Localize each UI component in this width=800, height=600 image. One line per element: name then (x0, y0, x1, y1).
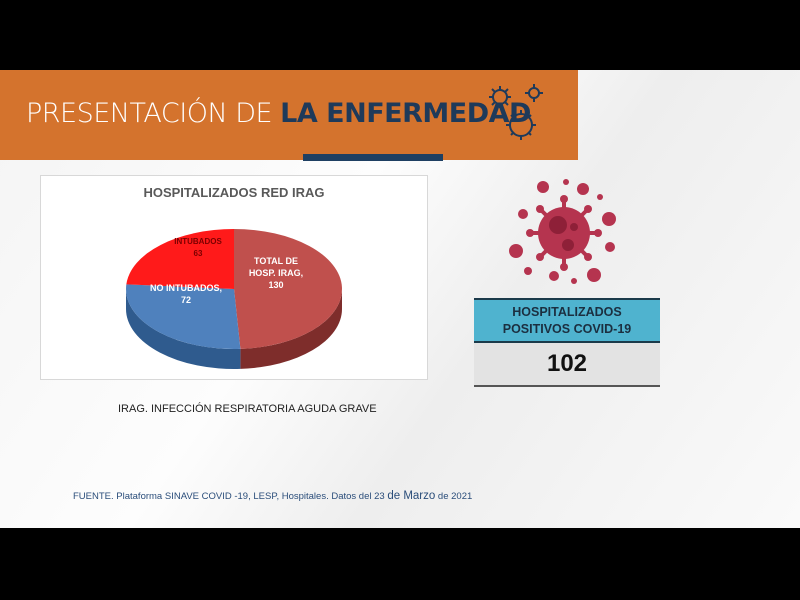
slice-intubados (126, 229, 234, 289)
irag-note: IRAG. INFECCIÓN RESPIRATORIA AGUDA GRAVE (118, 403, 377, 415)
pie-chart: HOSPITALIZADOS RED IRAG TOTAL DE HOSP. I… (40, 175, 428, 380)
slice-total (234, 229, 343, 349)
source-note: FUENTE. Plataforma SINAVE COVID -19, LES… (73, 490, 472, 502)
label-total-value: 130 (268, 280, 284, 290)
slide: PRESENTACIÓN DE LA ENFERMEDAD HOSPITALIZ… (0, 70, 800, 528)
covid-count: 102 (474, 343, 660, 387)
header-underline (303, 154, 443, 161)
page-title: PRESENTACIÓN DE LA ENFERMEDAD (26, 98, 531, 129)
slice-no-intubados-side (125, 289, 241, 369)
covid-card-header: HOSPITALIZADOS POSITIVOS COVID-19 (474, 298, 660, 343)
label-intubados-value: 63 (193, 249, 203, 258)
title-bold: LA ENFERMEDAD (280, 98, 531, 129)
label-intubados: INTUBADOS 63 (153, 236, 243, 260)
covid-hospitalized-card: HOSPITALIZADOS POSITIVOS COVID-19 102 (474, 298, 660, 387)
label-no-intubados-value: 72 (180, 295, 191, 305)
title-light: PRESENTACIÓN DE (26, 98, 281, 129)
virus-icon (489, 84, 543, 140)
label-total: TOTAL DE HOSP. IRAG, 130 (231, 255, 321, 291)
label-total-line1: TOTAL DE (253, 256, 298, 266)
source-month: de Marzo (387, 490, 436, 502)
covid-label-line1: HOSPITALIZADOS (512, 304, 622, 319)
slice-no-intubados (125, 284, 241, 349)
coronavirus-icon (509, 179, 616, 284)
pie-svg (125, 229, 343, 369)
source-year: de 2021 (435, 491, 473, 502)
label-no-intubados: NO INTUBADOS, 72 (141, 282, 231, 306)
label-no-intubados-text: NO INTUBADOS, (150, 283, 222, 293)
chart-title: HOSPITALIZADOS RED IRAG (143, 185, 325, 200)
label-total-line2: HOSP. IRAG, (248, 268, 304, 278)
label-intubados-text: INTUBADOS (174, 237, 222, 246)
source-text: FUENTE. Plataforma SINAVE COVID -19, LES… (73, 491, 388, 502)
covid-label-line2: POSITIVOS COVID-19 (502, 321, 632, 336)
header-banner: PRESENTACIÓN DE LA ENFERMEDAD (0, 70, 578, 160)
slice-total-side (240, 289, 342, 369)
